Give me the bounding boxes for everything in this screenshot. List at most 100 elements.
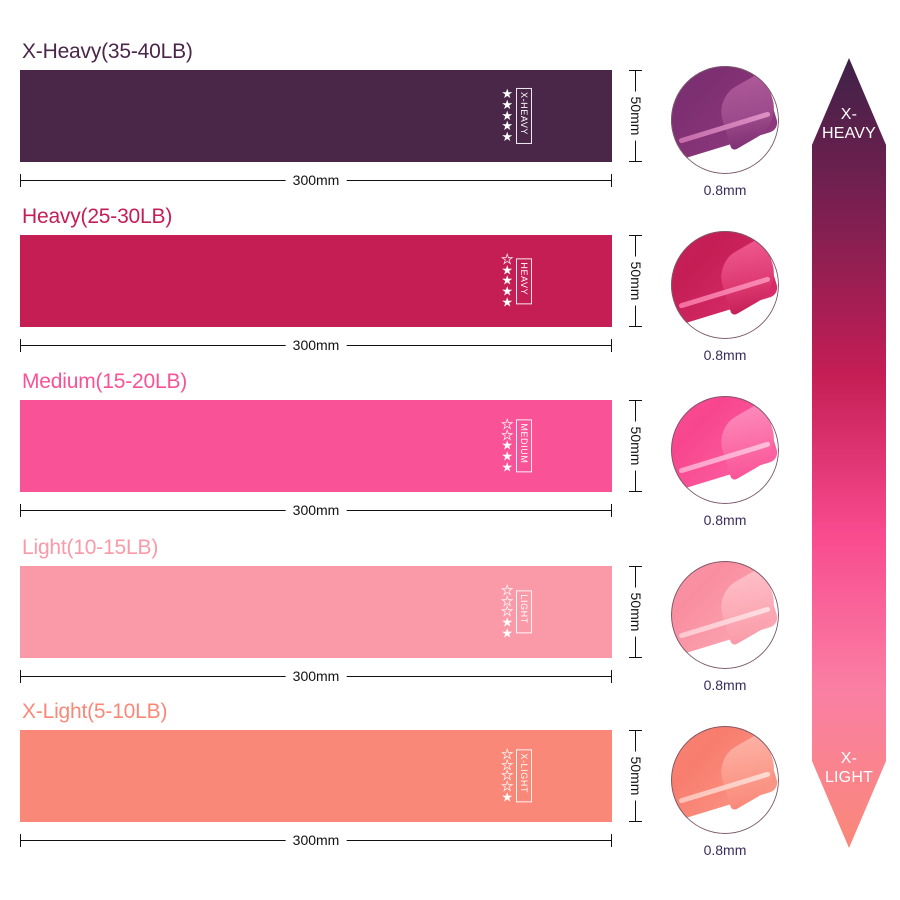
dimension-cap-left bbox=[20, 174, 21, 187]
thickness-inset-x-light: 0.8mm bbox=[667, 726, 783, 858]
scale-arrow-top-label: X- HEAVY bbox=[822, 106, 876, 144]
width-label: 50mm bbox=[628, 91, 644, 141]
band-mark-x-light: ★ ★ ★ ★ ★ X-LIGHT bbox=[501, 746, 532, 804]
length-dimension-x-heavy: 300mm bbox=[20, 170, 612, 190]
star-empty-icon: ★ bbox=[501, 427, 513, 443]
length-label: 300mm bbox=[285, 170, 347, 190]
width-label: 50mm bbox=[628, 256, 644, 306]
dimension-cap-top bbox=[629, 730, 642, 731]
length-dimension-heavy: 300mm bbox=[20, 335, 612, 355]
thickness-photo-light bbox=[671, 561, 779, 669]
star-empty-icon: ★ bbox=[501, 746, 513, 762]
star-filled-icon: ★ bbox=[501, 437, 513, 453]
thickness-label: 0.8mm bbox=[703, 347, 747, 363]
star-filled-icon: ★ bbox=[501, 448, 513, 464]
star-filled-icon: ★ bbox=[501, 97, 513, 113]
star-empty-icon: ★ bbox=[501, 593, 513, 609]
thickness-label: 0.8mm bbox=[703, 512, 747, 528]
length-dimension-medium: 300mm bbox=[20, 500, 612, 520]
length-dimension-x-light: 300mm bbox=[20, 830, 612, 850]
dimension-cap-right bbox=[611, 834, 612, 847]
scale-bottom-line1: X- bbox=[840, 750, 858, 768]
grade-badge-light: LIGHT bbox=[516, 590, 532, 634]
length-label: 300mm bbox=[285, 830, 347, 850]
thickness-label: 0.8mm bbox=[703, 182, 747, 198]
star-filled-icon: ★ bbox=[501, 107, 513, 123]
length-label: 300mm bbox=[285, 500, 347, 520]
dimension-cap-top bbox=[629, 566, 642, 567]
star-filled-icon: ★ bbox=[501, 272, 513, 288]
scale-arrow-bottom-label: X- LIGHT bbox=[825, 750, 873, 788]
star-empty-icon: ★ bbox=[501, 582, 513, 598]
width-dimension-light: 50mm bbox=[624, 566, 648, 658]
grade-badge-heavy: HEAVY bbox=[516, 258, 532, 304]
band-title-x-heavy: X-Heavy(35-40LB) bbox=[22, 40, 193, 63]
band-mark-x-heavy: ★ ★ ★ ★ ★ X-HEAVY bbox=[501, 86, 532, 145]
star-empty-icon: ★ bbox=[501, 778, 513, 794]
dimension-cap-right bbox=[611, 339, 612, 352]
band-strip-x-light: ★ ★ ★ ★ ★ X-LIGHT bbox=[20, 730, 612, 822]
band-strip-x-heavy: ★ ★ ★ ★ ★ X-HEAVY bbox=[20, 70, 612, 162]
dimension-cap-bottom bbox=[629, 821, 642, 822]
length-label: 300mm bbox=[285, 666, 347, 686]
width-label: 50mm bbox=[628, 421, 644, 471]
width-dimension-x-heavy: 50mm bbox=[624, 70, 648, 162]
thickness-photo-medium bbox=[671, 396, 779, 504]
dimension-cap-bottom bbox=[629, 161, 642, 162]
star-filled-icon: ★ bbox=[501, 86, 513, 102]
dimension-cap-right bbox=[611, 670, 612, 683]
grade-label: MEDIUM bbox=[519, 423, 529, 464]
band-mark-light: ★ ★ ★ ★ ★ LIGHT bbox=[501, 582, 532, 640]
dimension-cap-left bbox=[20, 834, 21, 847]
star-filled-icon: ★ bbox=[501, 283, 513, 299]
grade-badge-x-heavy: X-HEAVY bbox=[516, 87, 532, 145]
star-filled-icon: ★ bbox=[501, 128, 513, 144]
star-empty-icon: ★ bbox=[501, 603, 513, 619]
star-filled-icon: ★ bbox=[501, 458, 513, 474]
thickness-inset-medium: 0.8mm bbox=[667, 396, 783, 528]
width-label: 50mm bbox=[628, 587, 644, 637]
star-filled-icon: ★ bbox=[501, 118, 513, 134]
star-filled-icon: ★ bbox=[501, 262, 513, 278]
star-rating-medium: ★ ★ ★ ★ ★ bbox=[501, 416, 513, 474]
star-filled-icon: ★ bbox=[501, 614, 513, 630]
width-dimension-medium: 50mm bbox=[624, 400, 648, 492]
band-mark-heavy: ★ ★ ★ ★ ★ HEAVY bbox=[501, 251, 532, 308]
thickness-label: 0.8mm bbox=[703, 842, 747, 858]
dimension-cap-right bbox=[611, 174, 612, 187]
star-empty-icon: ★ bbox=[501, 251, 513, 267]
thickness-photo-x-heavy bbox=[671, 66, 779, 174]
dimension-cap-right bbox=[611, 504, 612, 517]
dimension-cap-bottom bbox=[629, 491, 642, 492]
band-strip-medium: ★ ★ ★ ★ ★ MEDIUM bbox=[20, 400, 612, 492]
star-empty-icon: ★ bbox=[501, 416, 513, 432]
grade-label: X-HEAVY bbox=[519, 91, 529, 136]
star-empty-icon: ★ bbox=[501, 767, 513, 783]
star-rating-heavy: ★ ★ ★ ★ ★ bbox=[501, 251, 513, 308]
grade-badge-medium: MEDIUM bbox=[516, 419, 532, 473]
scale-top-line1: X- bbox=[840, 106, 858, 123]
band-strip-light: ★ ★ ★ ★ ★ LIGHT bbox=[20, 566, 612, 658]
dimension-cap-bottom bbox=[629, 326, 642, 327]
thickness-inset-heavy: 0.8mm bbox=[667, 231, 783, 363]
star-rating-light: ★ ★ ★ ★ ★ bbox=[501, 582, 513, 640]
scale-bottom-line2: LIGHT bbox=[824, 769, 874, 787]
thickness-inset-light: 0.8mm bbox=[667, 561, 783, 693]
dimension-cap-left bbox=[20, 504, 21, 517]
star-rating-x-light: ★ ★ ★ ★ ★ bbox=[501, 746, 513, 804]
star-empty-icon: ★ bbox=[501, 757, 513, 773]
thickness-inset-x-heavy: 0.8mm bbox=[667, 66, 783, 198]
grade-label: LIGHT bbox=[519, 594, 529, 625]
length-dimension-light: 300mm bbox=[20, 666, 612, 686]
star-filled-icon: ★ bbox=[501, 624, 513, 640]
dimension-cap-top bbox=[629, 235, 642, 236]
dimension-cap-top bbox=[629, 70, 642, 71]
star-filled-icon: ★ bbox=[501, 788, 513, 804]
band-title-light: Light(10-15LB) bbox=[22, 536, 159, 559]
thickness-photo-heavy bbox=[671, 231, 779, 339]
band-strip-heavy: ★ ★ ★ ★ ★ HEAVY bbox=[20, 235, 612, 327]
dimension-cap-left bbox=[20, 339, 21, 352]
grade-badge-x-light: X-LIGHT bbox=[516, 749, 532, 803]
grade-label: HEAVY bbox=[519, 262, 529, 295]
